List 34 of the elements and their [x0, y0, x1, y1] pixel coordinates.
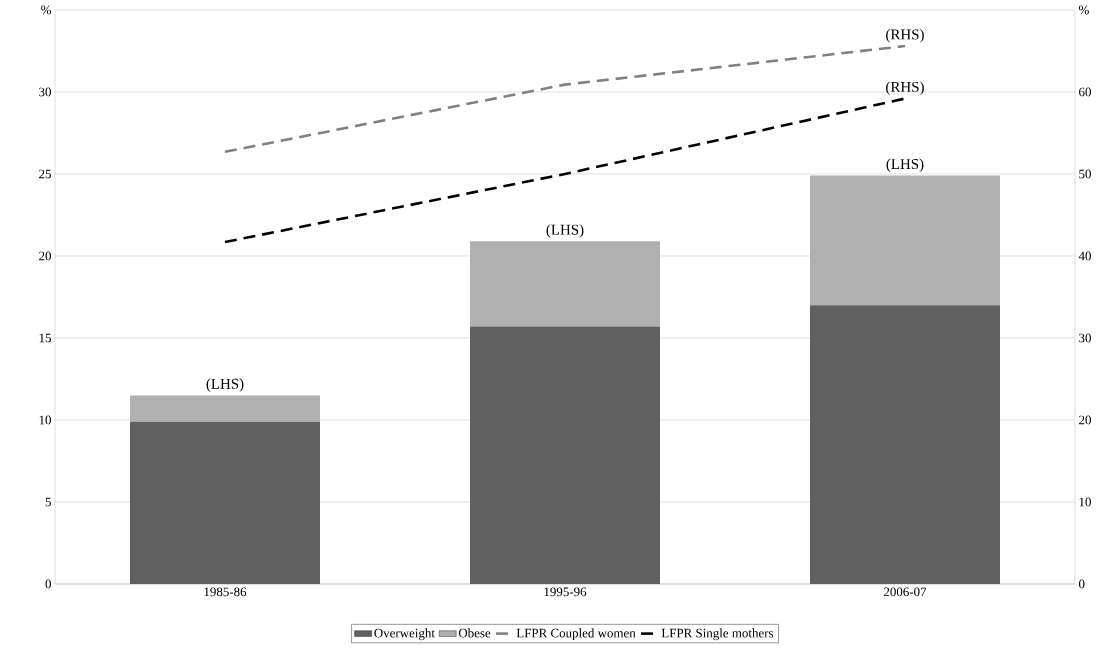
y-tick-label: 30 [39, 87, 51, 97]
y-tick-label: 25 [39, 169, 51, 179]
legend-label: Obese [458, 628, 491, 638]
y2-tick-label: 20 [1079, 415, 1091, 425]
bar [469, 241, 660, 327]
y-tick-label: 15 [39, 333, 51, 343]
y2-tick-label: 50 [1079, 169, 1091, 179]
y2-tick-label: % [1078, 5, 1089, 15]
y-tick-label: % [41, 5, 52, 15]
bar [809, 175, 1000, 306]
y-tick-label: 0 [45, 579, 51, 589]
bar [469, 326, 660, 584]
y2-tick-label: 10 [1079, 497, 1091, 507]
y-tick-label: 20 [39, 251, 51, 261]
bar [809, 305, 1000, 584]
y2-tick-label: 30 [1079, 333, 1091, 343]
y2-tick-label: 0 [1079, 579, 1085, 589]
x-tick-label: 1985-86 [204, 587, 247, 597]
legend-label: Overweight [374, 628, 435, 641]
bar [130, 421, 321, 584]
annotation: (RHS) [886, 29, 924, 43]
annotation: (RHS) [886, 81, 924, 96]
y2-tick-label: 60 [1079, 87, 1091, 97]
y2-tick-label: 40 [1078, 251, 1091, 261]
x-tick-label: 1995-96 [544, 587, 587, 597]
y-tick-label: 10 [39, 415, 51, 425]
x-tick-label: 2006-07 [883, 587, 927, 597]
y-tick-label: 5 [45, 497, 51, 507]
legend-label: LFPR Coupled women [516, 628, 636, 641]
bar [130, 395, 321, 422]
legend-label: LFPR Single mothers [661, 628, 774, 641]
annotation: (LHS) [206, 378, 244, 392]
annotation: (LHS) [546, 224, 584, 238]
annotation: (LHS) [886, 158, 924, 173]
